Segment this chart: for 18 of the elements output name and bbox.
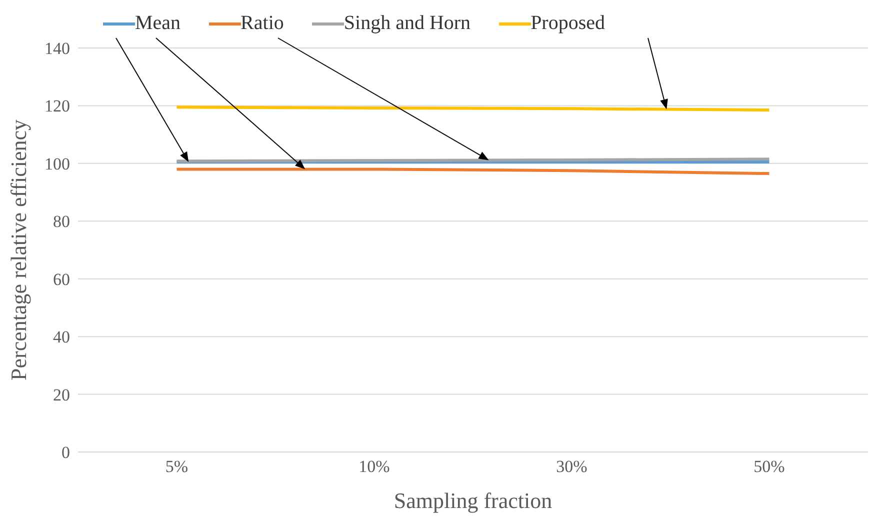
x-tick-label: 50% (754, 457, 785, 476)
y-tick-label: 140 (44, 39, 70, 58)
y-tick-label: 0 (62, 443, 70, 462)
legend-label: Mean (135, 12, 181, 35)
legend-label: Ratio (240, 12, 284, 35)
y-tick-label: 20 (53, 385, 70, 404)
x-tick-label: 10% (358, 457, 390, 476)
y-tick-label: 40 (53, 328, 70, 347)
x-axis-title: Sampling fraction (394, 488, 552, 513)
legend-label: Singh and Horn (344, 12, 471, 35)
y-tick-label: 60 (53, 270, 70, 289)
x-tick-label: 30% (556, 457, 588, 476)
y-axis-title: Percentage relative efficiency (6, 120, 31, 380)
legend-label: Proposed (530, 12, 606, 35)
x-tick-label: 5% (165, 457, 188, 476)
y-tick-label: 80 (53, 212, 70, 232)
y-tick-label: 120 (44, 96, 70, 116)
y-tick-label: 100 (44, 154, 70, 174)
